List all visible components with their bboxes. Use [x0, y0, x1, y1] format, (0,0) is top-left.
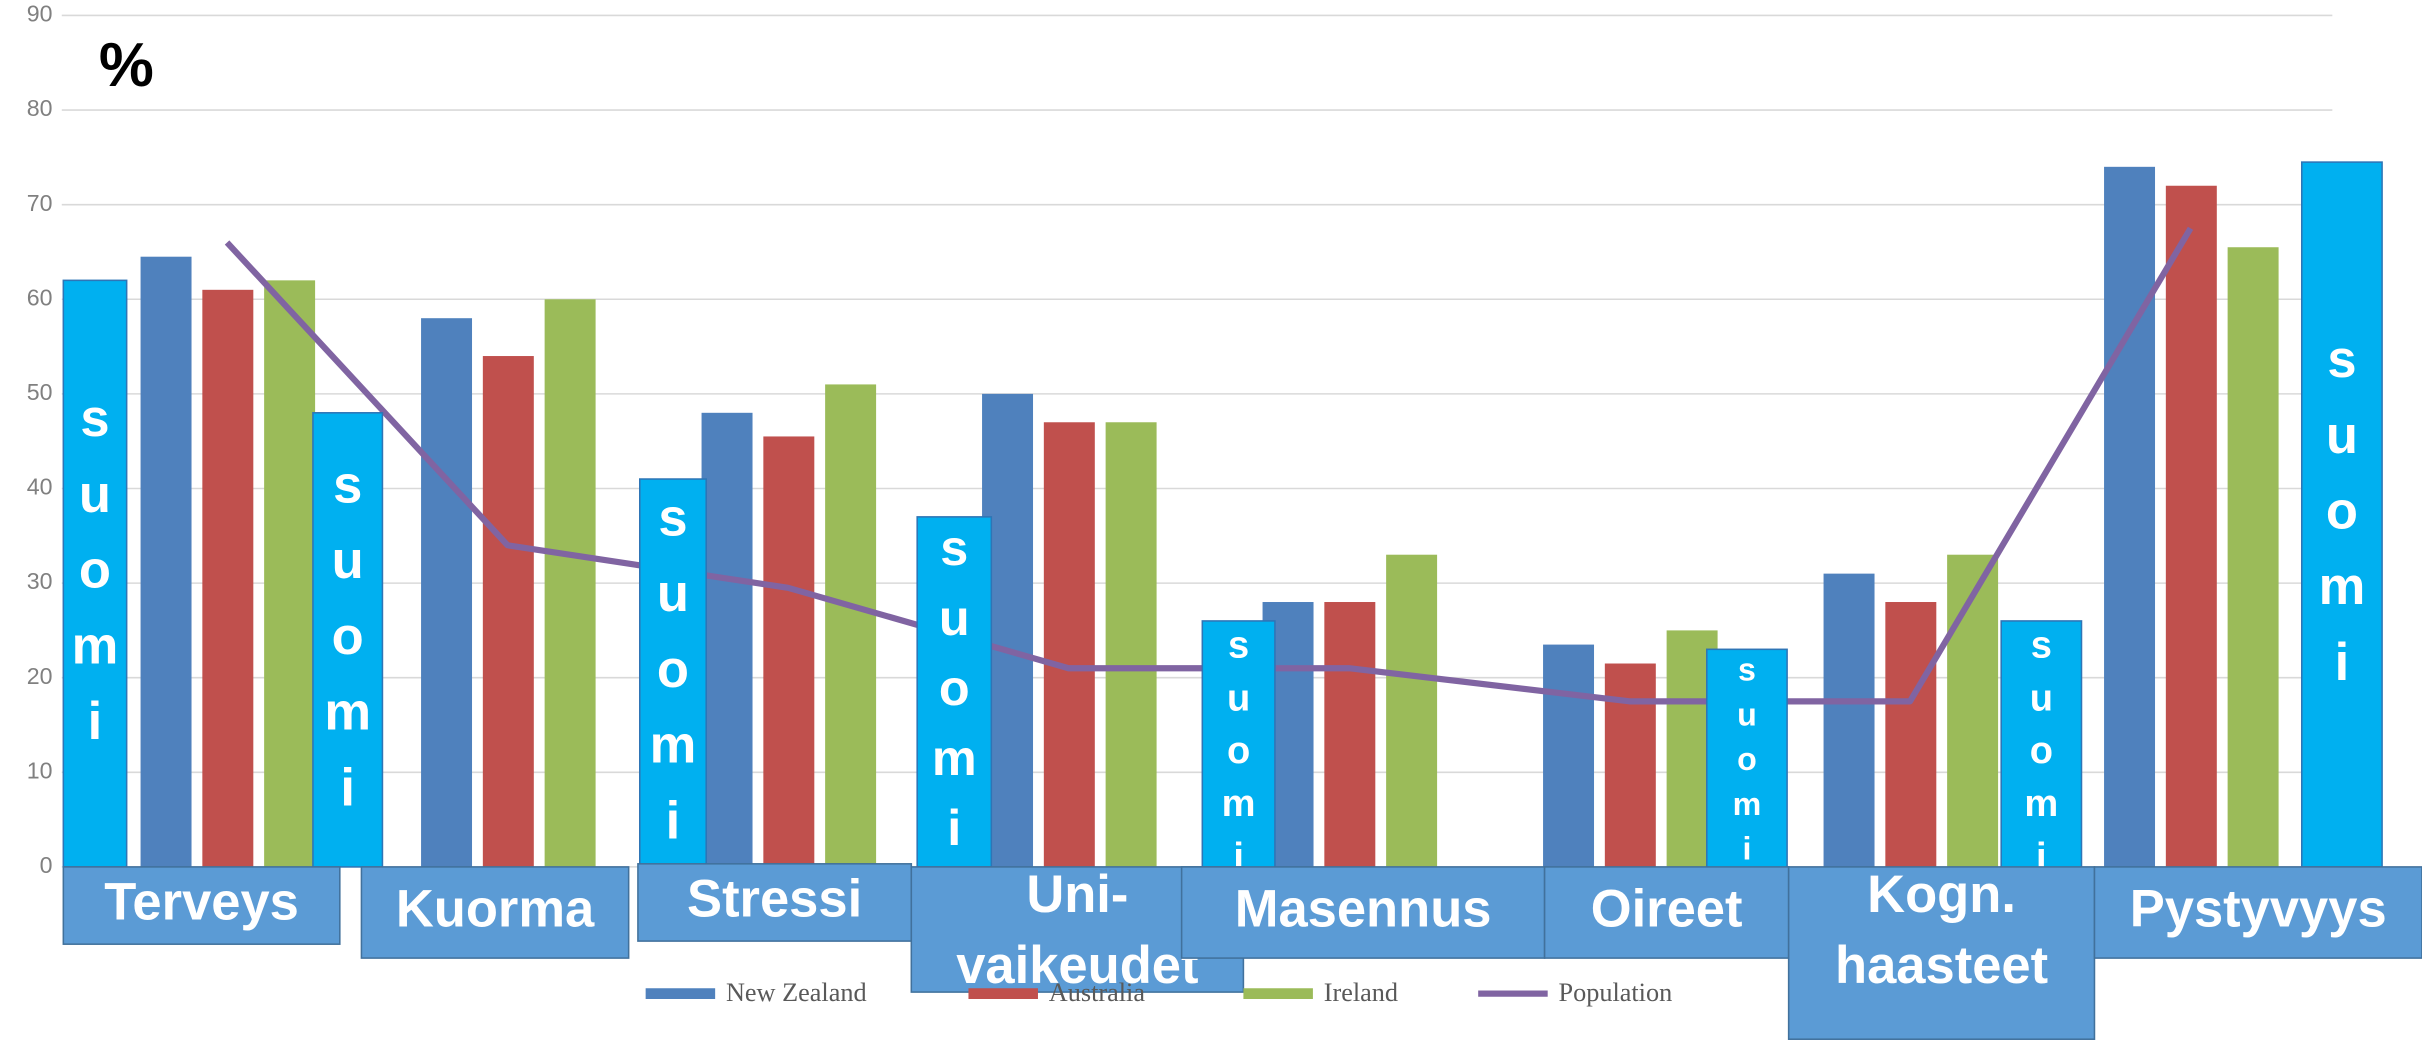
bar [1105, 422, 1157, 867]
x-tick-label: Masennus [1235, 879, 1492, 938]
y-tick-label: 60 [27, 284, 53, 310]
category-box [62, 866, 341, 945]
y-axis-label: % [99, 31, 154, 100]
bar [264, 280, 316, 867]
bar [421, 318, 473, 867]
bar [2165, 185, 2217, 867]
legend-label: Australia [1049, 978, 1146, 1007]
y-tick-label: 50 [27, 379, 53, 405]
y-tick-label: 0 [40, 852, 53, 878]
bar [1324, 602, 1376, 867]
legend-label: Ireland [1324, 978, 1398, 1007]
x-tick-label: Kuorma [396, 879, 595, 938]
x-tick-label: Oireet [1591, 879, 1743, 938]
bar [1201, 620, 1276, 887]
legend-label: New Zealand [726, 978, 867, 1007]
bar [2227, 247, 2279, 867]
bar [825, 384, 877, 867]
bar [2000, 620, 2083, 887]
plot: % 0 10 20 30 40 50 60 70 80 90 s u o m i s u o m i s u o m i s u o m… [27, 1, 2422, 1040]
category-box [360, 866, 630, 959]
bar [482, 356, 534, 867]
y-tick-label: 20 [27, 663, 53, 689]
y-tick-label: 40 [27, 474, 53, 500]
bar [1604, 663, 1656, 867]
bar [62, 279, 128, 868]
bar [1823, 573, 1875, 867]
y-tick-label: 10 [27, 757, 53, 783]
bar [312, 412, 384, 868]
legend-label: Population [1559, 978, 1673, 1007]
category-box [2093, 866, 2422, 959]
x-tick-label: Uni-vaikeudet [956, 865, 1198, 995]
bar [1947, 554, 1999, 867]
y-tick-label: 70 [27, 190, 53, 216]
bar [1543, 644, 1595, 867]
x-tick-label: Kogn. haasteet [1835, 865, 2048, 995]
x-tick-label: Terveys [104, 872, 299, 931]
bar [202, 289, 254, 867]
bar [1885, 602, 1937, 867]
x-tick-label: Pystyvyys [2130, 879, 2387, 938]
bar [701, 412, 753, 867]
y-tick-label: 90 [27, 1, 53, 27]
bar [544, 299, 596, 867]
x-tick-label: Stressi [687, 869, 862, 928]
bar [763, 436, 815, 867]
bar [2104, 166, 2156, 867]
y-tick-label: 80 [27, 95, 53, 121]
bar [1043, 422, 1095, 867]
bar [2300, 161, 2383, 868]
bar [1386, 554, 1438, 867]
bar [140, 256, 192, 867]
bar [916, 516, 993, 868]
y-tick-label: 30 [27, 568, 53, 594]
bar [639, 478, 707, 868]
